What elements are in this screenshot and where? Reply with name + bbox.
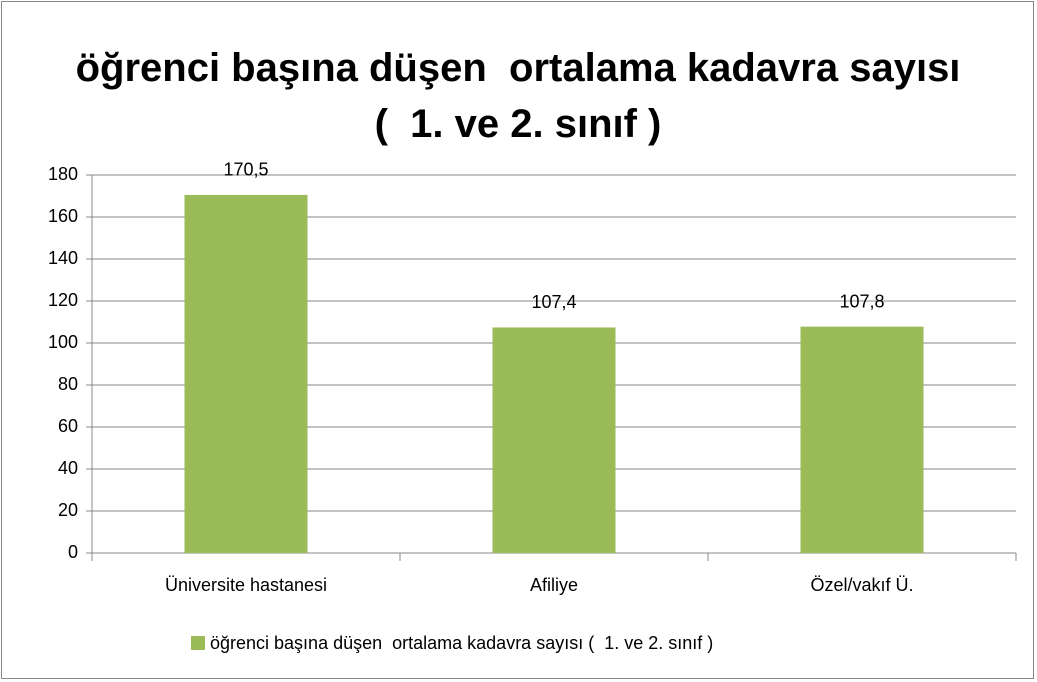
y-tick-label: 40 (58, 458, 78, 478)
chart-title: öğrenci başına düşen ortalama kadavra sa… (75, 46, 972, 146)
data-label: 107,4 (531, 292, 576, 312)
bar (184, 194, 308, 553)
y-tick-label: 140 (48, 248, 78, 268)
bar (492, 327, 616, 553)
y-tick-label: 80 (58, 374, 78, 394)
bar (800, 326, 924, 553)
y-tick-label: 100 (48, 332, 78, 352)
y-tick-label: 20 (58, 500, 78, 520)
y-tick-label: 160 (48, 206, 78, 226)
y-tick-label: 120 (48, 290, 78, 310)
y-tick-label: 180 (48, 164, 78, 184)
x-tick-label: Üniversite hastanesi (165, 575, 327, 595)
data-label: 107,8 (839, 291, 884, 311)
x-tick-label: Afiliye (530, 575, 578, 595)
data-label: 170,5 (223, 160, 268, 180)
legend-swatch (191, 636, 205, 650)
y-tick-label: 60 (58, 416, 78, 436)
x-tick-label: Özel/vakıf Ü. (810, 575, 913, 595)
y-tick-label: 0 (68, 542, 78, 562)
legend-label: öğrenci başına düşen ortalama kadavra sa… (210, 633, 713, 653)
